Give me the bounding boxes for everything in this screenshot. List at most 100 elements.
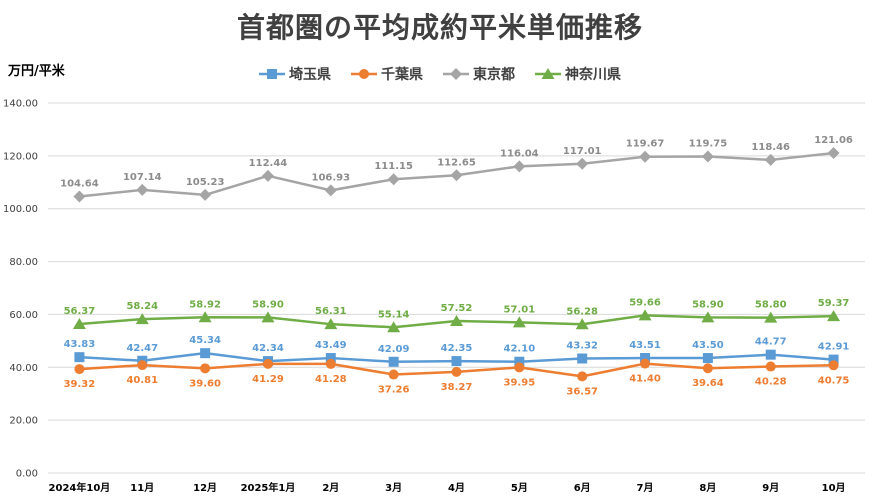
y-tick-label: 80.00	[9, 257, 38, 268]
data-point-2-5	[387, 173, 400, 186]
data-point-3-1	[135, 313, 149, 325]
data-label: 111.15	[374, 161, 413, 172]
data-label: 119.75	[689, 139, 728, 150]
legend-label: 千葉県	[381, 67, 423, 83]
data-label: 37.26	[378, 385, 410, 396]
data-point-3-11	[764, 311, 778, 323]
data-point-1-0	[74, 364, 85, 375]
data-point-3-3	[261, 311, 275, 323]
data-point-1-7	[514, 362, 525, 373]
data-label: 42.34	[252, 343, 284, 354]
legend-item: 埼玉県	[259, 64, 331, 84]
legend-label: 埼玉県	[289, 67, 331, 83]
legend-item: 千葉県	[351, 64, 423, 84]
data-label: 40.75	[818, 375, 850, 386]
legend-marker	[541, 68, 555, 79]
data-label: 58.92	[189, 299, 221, 310]
data-point-2-10	[701, 150, 714, 163]
data-label: 42.35	[441, 343, 473, 354]
data-point-3-12	[827, 310, 841, 322]
data-point-0-12	[828, 354, 839, 365]
data-label: 58.90	[252, 299, 284, 310]
data-label: 45.34	[189, 335, 221, 346]
x-tick-label: 8月	[699, 482, 716, 494]
legend-swatch	[351, 69, 377, 79]
x-tick-label: 3月	[385, 482, 402, 494]
data-label: 41.40	[629, 374, 661, 385]
data-point-2-2	[199, 188, 212, 201]
data-label: 38.27	[441, 382, 473, 393]
data-point-1-10	[702, 363, 713, 374]
legend-label: 東京都	[473, 67, 515, 83]
legend-label: 神奈川県	[565, 67, 621, 83]
y-tick-label: 0.00	[16, 469, 38, 480]
data-label: 112.65	[437, 157, 476, 168]
x-tick-label: 12月	[193, 482, 217, 494]
data-point-3-0	[72, 318, 86, 330]
data-point-2-4	[324, 184, 337, 197]
y-tick-label: 120.00	[3, 151, 38, 162]
data-point-3-9	[638, 309, 652, 321]
legend-item: 東京都	[443, 64, 515, 84]
data-point-3-6	[450, 314, 463, 326]
legend-item: 神奈川県	[535, 64, 621, 84]
data-point-1-2	[200, 363, 211, 374]
x-tick-label: 11月	[130, 482, 154, 494]
x-tick-label: 4月	[448, 482, 465, 494]
data-point-0-7	[514, 356, 525, 367]
x-tick-label: 10月	[822, 482, 846, 494]
legend-marker	[267, 69, 277, 79]
legend-swatch	[259, 69, 285, 79]
data-label: 112.44	[249, 158, 288, 169]
data-point-0-0	[74, 352, 85, 363]
data-point-3-2	[198, 311, 212, 323]
legend-marker	[450, 68, 462, 80]
data-point-0-8	[577, 353, 588, 364]
y-tick-label: 40.00	[9, 363, 38, 374]
data-label: 43.51	[629, 340, 661, 351]
data-point-0-4	[325, 353, 336, 364]
data-point-1-11	[765, 361, 776, 372]
x-tick-label: 7月	[637, 482, 654, 494]
data-label: 42.09	[378, 344, 410, 355]
data-label: 55.14	[378, 309, 410, 320]
data-label: 42.91	[818, 342, 850, 353]
data-label: 116.04	[500, 148, 539, 159]
data-label: 40.28	[755, 377, 787, 388]
data-label: 43.83	[64, 339, 96, 350]
data-label: 43.32	[566, 341, 598, 352]
legend-swatch	[443, 68, 469, 80]
data-label: 56.31	[315, 306, 347, 317]
data-label: 59.66	[629, 297, 661, 308]
data-point-2-0	[73, 190, 86, 203]
data-label: 118.46	[751, 142, 790, 153]
data-label: 43.49	[315, 340, 347, 351]
data-point-0-9	[640, 353, 651, 364]
data-label: 59.37	[818, 298, 850, 309]
data-label: 106.93	[312, 172, 351, 183]
x-tick-label: 5月	[511, 482, 528, 494]
data-label: 40.81	[126, 375, 158, 386]
data-point-1-8	[577, 371, 588, 382]
data-point-2-6	[450, 169, 463, 182]
data-label: 44.77	[755, 337, 787, 348]
data-label: 117.01	[563, 146, 602, 157]
data-label: 43.50	[692, 340, 724, 351]
x-tick-label: 2月	[322, 482, 339, 494]
data-point-1-5	[388, 369, 399, 380]
x-tick-label: 2024年10月	[49, 481, 111, 494]
chart-title: 首都圏の平均成約平米単価推移	[236, 11, 643, 44]
legend: 埼玉県 千葉県 東京都 神奈川県	[0, 64, 880, 84]
data-label: 58.90	[692, 299, 724, 310]
data-point-0-5	[388, 356, 399, 367]
x-tick-label: 2025年1月	[241, 481, 296, 494]
y-tick-label: 60.00	[9, 310, 38, 321]
data-label: 107.14	[123, 172, 162, 183]
data-label: 36.57	[566, 386, 598, 397]
y-tick-label: 100.00	[3, 204, 38, 215]
data-point-1-9	[640, 358, 651, 369]
data-label: 119.67	[626, 139, 665, 150]
legend-swatch	[535, 68, 561, 79]
data-point-3-7	[512, 316, 526, 328]
